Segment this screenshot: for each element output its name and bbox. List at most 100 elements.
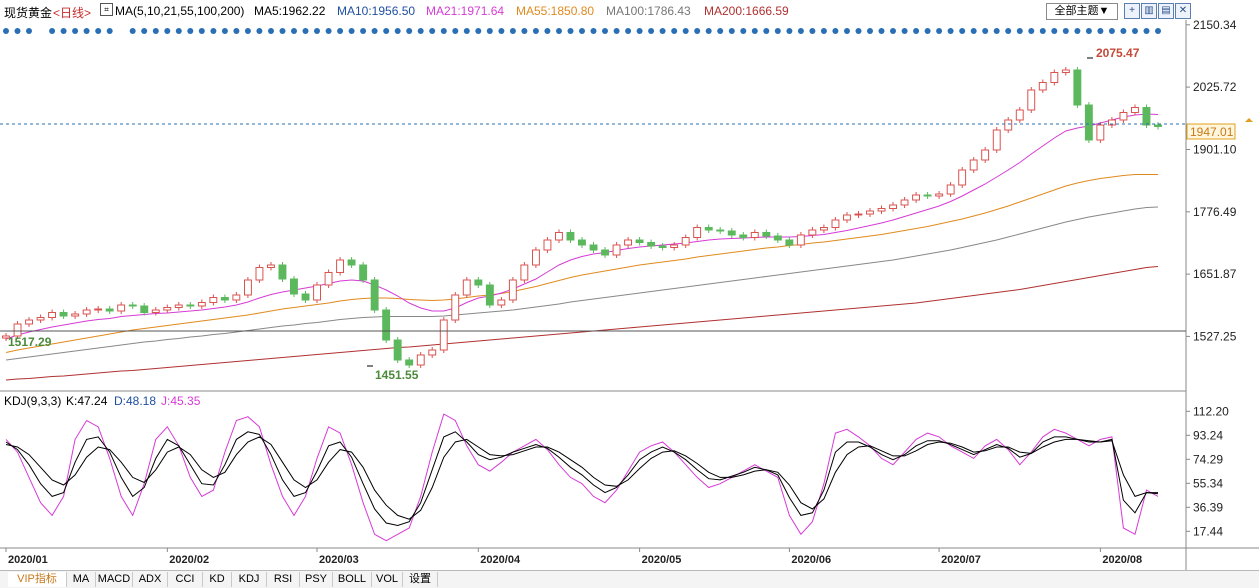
candle-body[interactable] xyxy=(278,264,287,280)
candle-body[interactable] xyxy=(428,349,437,356)
candle-body[interactable] xyxy=(889,204,897,209)
candle-body[interactable] xyxy=(900,199,909,206)
candle-body[interactable] xyxy=(578,239,586,246)
candle-body[interactable] xyxy=(647,242,656,247)
candle-body[interactable] xyxy=(382,309,391,341)
candle-body[interactable] xyxy=(532,249,540,266)
candle-body[interactable] xyxy=(981,149,990,161)
candle-body[interactable] xyxy=(520,264,529,281)
candle-body[interactable] xyxy=(59,312,68,317)
candle-body[interactable] xyxy=(485,284,494,306)
candle-body[interactable] xyxy=(163,307,172,311)
tab-6[interactable]: KDJ xyxy=(232,572,267,587)
candle-body[interactable] xyxy=(727,230,736,236)
tab-3[interactable]: ADX xyxy=(133,572,168,587)
candle-body[interactable] xyxy=(13,323,22,337)
candle-body[interactable] xyxy=(220,297,229,301)
candle-body[interactable] xyxy=(670,244,679,248)
candle-body[interactable] xyxy=(94,308,103,311)
candle-body[interactable] xyxy=(336,259,345,273)
candle-body[interactable] xyxy=(301,293,310,301)
layout-icon[interactable]: ▥ xyxy=(1141,3,1157,19)
candle-body[interactable] xyxy=(808,229,817,236)
candle-body[interactable] xyxy=(462,279,471,296)
candle-body[interactable] xyxy=(1142,107,1151,126)
candle-body[interactable] xyxy=(174,304,183,308)
candle-body[interactable] xyxy=(497,299,506,306)
candle-body[interactable] xyxy=(843,214,851,221)
candle-body[interactable] xyxy=(693,227,702,238)
candle-body[interactable] xyxy=(785,239,794,246)
candle-body[interactable] xyxy=(474,279,483,286)
candle-body[interactable] xyxy=(48,312,56,318)
candle-body[interactable] xyxy=(82,309,91,315)
candle-body[interactable] xyxy=(25,319,34,325)
candle-body[interactable] xyxy=(704,227,713,231)
tab-1[interactable]: MA xyxy=(67,572,96,587)
candle-body[interactable] xyxy=(624,239,632,246)
candle-body[interactable] xyxy=(347,259,356,266)
candle-body[interactable] xyxy=(866,210,874,215)
candle-body[interactable] xyxy=(1073,69,1082,106)
candle-body[interactable] xyxy=(1084,104,1093,141)
candle-body[interactable] xyxy=(681,237,690,246)
tab-8[interactable]: PSY xyxy=(300,572,333,587)
candle-body[interactable] xyxy=(313,284,322,301)
candle-body[interactable] xyxy=(1015,109,1024,121)
candle-body[interactable] xyxy=(140,305,149,313)
candle-body[interactable] xyxy=(232,294,241,301)
candle-body[interactable] xyxy=(589,244,598,251)
candle-body[interactable] xyxy=(508,279,517,301)
tab-7[interactable]: RSI xyxy=(267,572,300,587)
candle-body[interactable] xyxy=(151,309,160,313)
candle-body[interactable] xyxy=(969,159,978,171)
candle-body[interactable] xyxy=(370,279,379,311)
ma-settings-icon[interactable]: ⌗ xyxy=(100,3,113,16)
tab-0[interactable]: VIP指标 xyxy=(8,572,67,587)
candle-body[interactable] xyxy=(877,208,886,212)
candle-body[interactable] xyxy=(197,302,206,307)
candle-body[interactable] xyxy=(393,339,402,361)
candle-body[interactable] xyxy=(750,232,759,238)
tab-2[interactable]: MACD xyxy=(96,572,133,587)
candle-body[interactable] xyxy=(935,193,944,197)
theme-dropdown-button[interactable]: 全部主题▼ xyxy=(1046,3,1118,20)
candle-body[interactable] xyxy=(2,335,10,339)
candle-body[interactable] xyxy=(405,359,414,366)
candle-body[interactable] xyxy=(923,194,932,197)
window-icon[interactable]: ▤ xyxy=(1158,3,1174,19)
candle-body[interactable] xyxy=(1004,119,1013,131)
candle-body[interactable] xyxy=(290,278,298,295)
candle-body[interactable] xyxy=(796,234,805,246)
period-selector[interactable]: <日线> xyxy=(53,6,92,20)
add-icon[interactable]: + xyxy=(1124,3,1140,19)
candle-body[interactable] xyxy=(128,304,137,307)
candle-body[interactable] xyxy=(244,279,252,296)
candle-body[interactable] xyxy=(1027,89,1036,111)
candle-body[interactable] xyxy=(820,227,828,231)
candle-body[interactable] xyxy=(612,244,621,256)
close-icon[interactable]: ✕ xyxy=(1175,3,1191,19)
candle-body[interactable] xyxy=(324,272,333,286)
candle-body[interactable] xyxy=(1154,124,1162,127)
candle-body[interactable] xyxy=(36,317,45,321)
candle-body[interactable] xyxy=(117,304,126,312)
candle-body[interactable] xyxy=(1061,69,1070,73)
candle-body[interactable] xyxy=(1108,119,1116,126)
candle-body[interactable] xyxy=(255,267,264,281)
candle-body[interactable] xyxy=(416,354,425,366)
candle-body[interactable] xyxy=(543,239,552,251)
candle-body[interactable] xyxy=(555,232,563,241)
tab-10[interactable]: VOL xyxy=(372,572,403,587)
candle-body[interactable] xyxy=(1050,72,1059,83)
tab-9[interactable]: BOLL xyxy=(333,572,372,587)
tab-5[interactable]: KD xyxy=(203,572,232,587)
candle-body[interactable] xyxy=(359,264,368,281)
candle-body[interactable] xyxy=(958,169,967,186)
candle-body[interactable] xyxy=(451,294,460,321)
candle-body[interactable] xyxy=(658,245,667,248)
tab-11[interactable]: 设置 xyxy=(403,572,438,587)
candle-body[interactable] xyxy=(912,194,920,201)
candle-body[interactable] xyxy=(946,184,955,195)
candle-body[interactable] xyxy=(992,129,1001,151)
